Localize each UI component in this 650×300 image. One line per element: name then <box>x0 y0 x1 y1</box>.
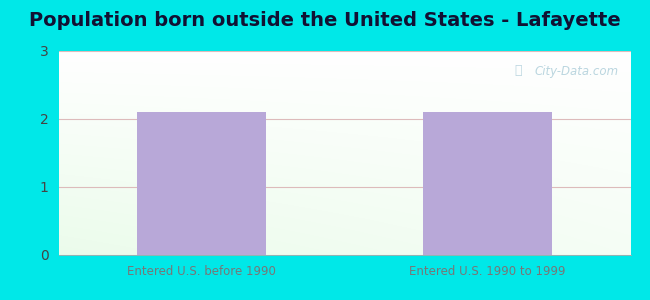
Text: Population born outside the United States - Lafayette: Population born outside the United State… <box>29 11 621 29</box>
Text: City-Data.com: City-Data.com <box>535 65 619 78</box>
Bar <box>137 112 266 255</box>
Bar <box>423 112 552 255</box>
Text: ⓘ: ⓘ <box>514 64 522 77</box>
